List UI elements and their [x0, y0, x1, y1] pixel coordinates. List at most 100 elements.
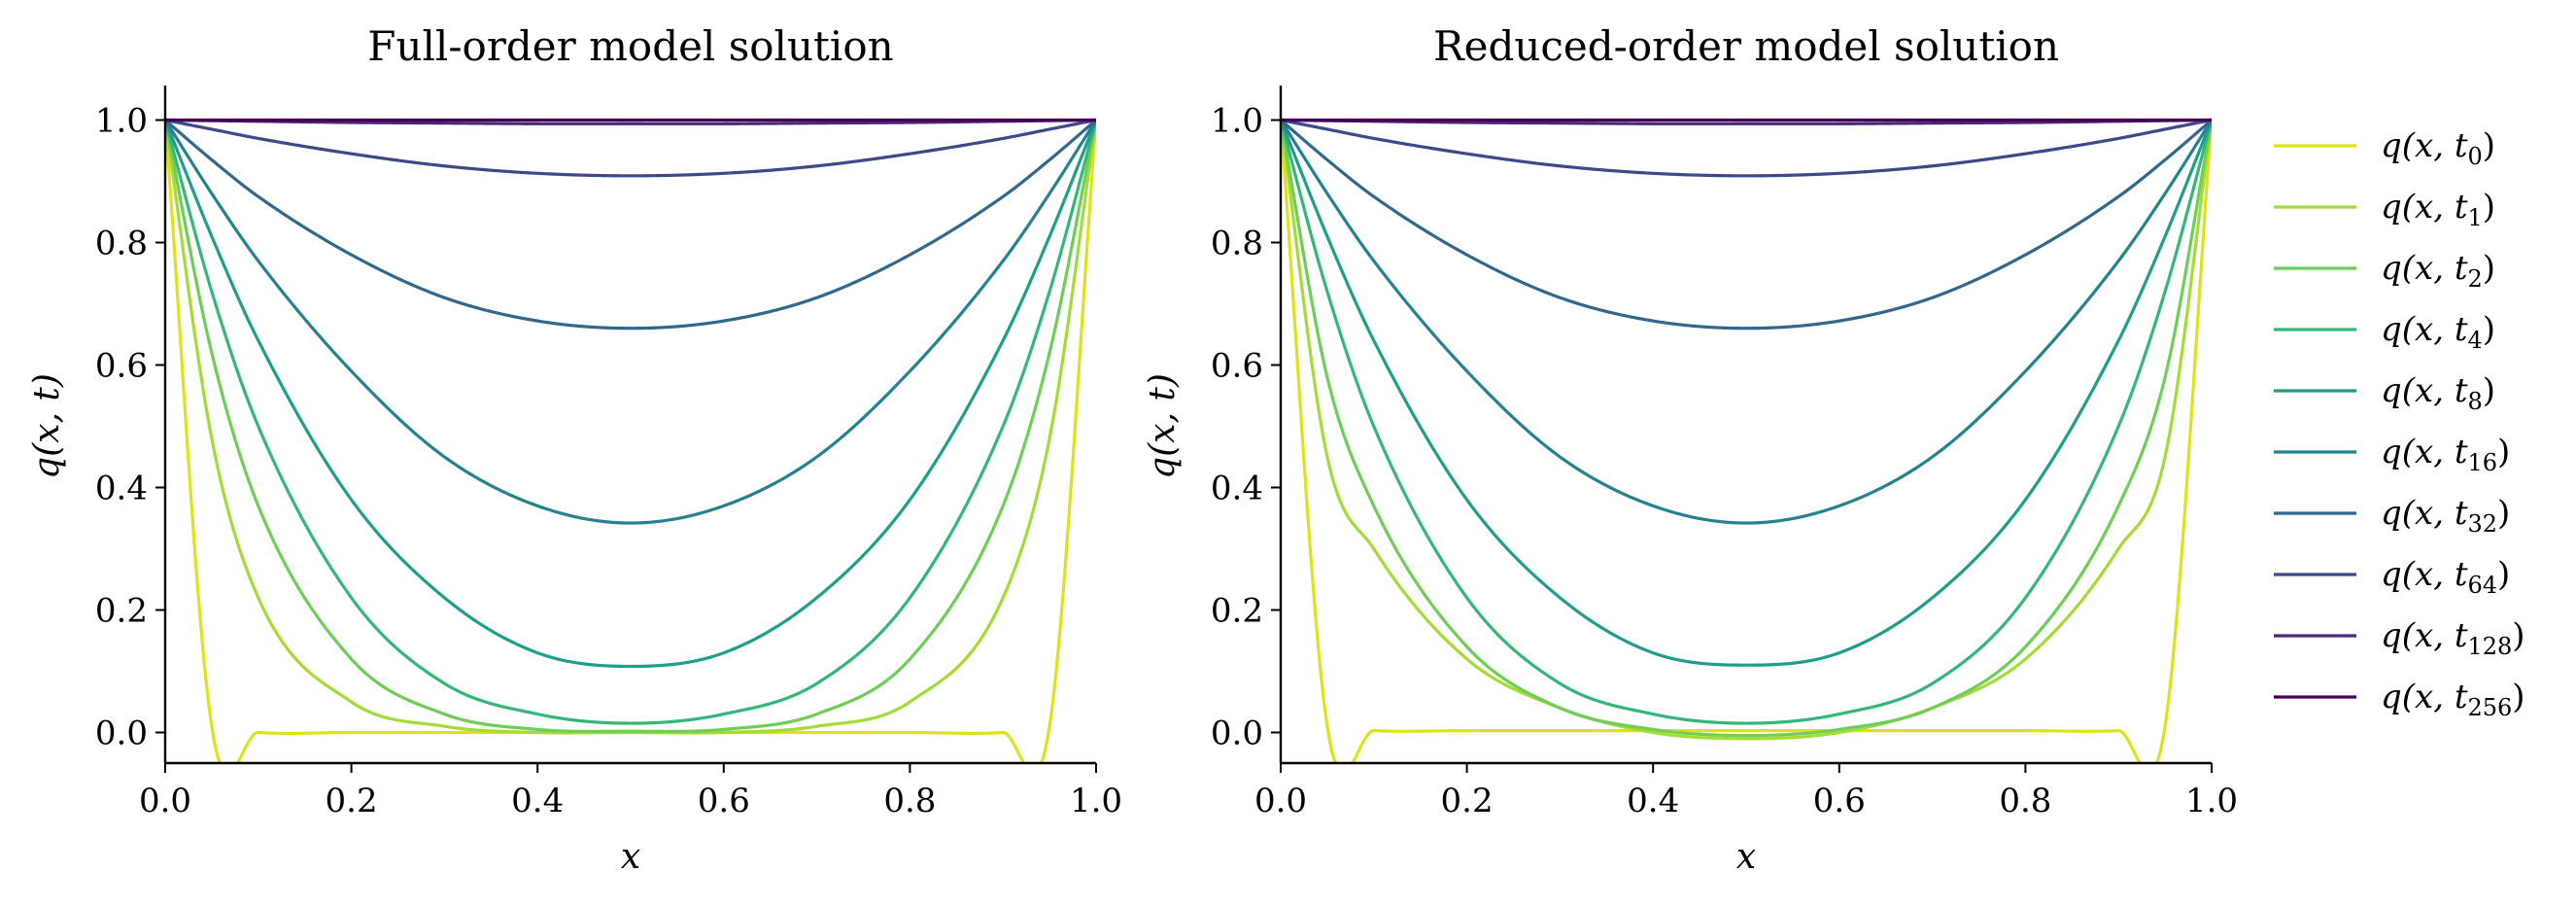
y-tick-label: 1.0: [1211, 102, 1263, 141]
legend-label: q(x, t0): [2381, 126, 2495, 170]
legend-label: q(x, t64): [2381, 555, 2510, 599]
legend-label: q(x, t16): [2381, 433, 2510, 476]
series-line-4: [1281, 119, 2212, 667]
x-tick-label: 1.0: [1070, 782, 1122, 820]
legend-label-base: q(x, t: [2381, 433, 2468, 471]
legend-label-sub: 128: [2467, 633, 2512, 660]
chart-title: Reduced-order model solution: [1433, 22, 2059, 70]
legend-entry: q(x, t64): [2274, 555, 2510, 599]
y-axis-label: q(x, t): [1143, 373, 1183, 479]
legend-entry: q(x, t16): [2274, 433, 2510, 476]
legend-label-base: q(x, t: [2381, 678, 2468, 716]
y-tick-label: 0.8: [95, 225, 148, 263]
panel-full-order: Full-order model solution 0.0 0.2 0.4 0.6 0.8…: [27, 22, 1122, 877]
y-tick-label: 0.4: [95, 470, 148, 508]
x-tick-label: 1.0: [2185, 782, 2238, 820]
series-line-6: [165, 119, 1096, 331]
x-tick-label: 0.8: [1999, 782, 2051, 820]
legend-label-close: ): [2483, 126, 2495, 165]
x-axis-label: x: [1736, 837, 1756, 877]
legend-label: q(x, t256): [2381, 678, 2525, 721]
y-tick-label: 0.2: [1211, 592, 1263, 631]
legend-entry: q(x, t256): [2274, 678, 2525, 721]
series-group: [165, 118, 1096, 763]
legend-label-base: q(x, t: [2381, 494, 2468, 533]
y-tick-label: 0.0: [1211, 714, 1263, 753]
legend-label-sub: 16: [2467, 449, 2497, 476]
legend-label-close: ): [2483, 371, 2495, 410]
legend-label-close: ): [2497, 494, 2510, 533]
chart-title: Full-order model solution: [367, 22, 893, 70]
legend-label-close: ): [2512, 616, 2524, 655]
legend-label-close: ): [2483, 249, 2495, 288]
legend-label-close: ): [2512, 678, 2524, 716]
x-tick-label: 0.2: [326, 782, 378, 820]
series-group: [1281, 118, 2212, 763]
legend-label-close: ): [2483, 310, 2495, 349]
legend-label-sub: 8: [2467, 388, 2482, 415]
x-tick-label: 0.4: [1627, 782, 1679, 820]
legend-label-close: ): [2497, 433, 2510, 471]
series-line-2: [1281, 120, 2212, 738]
y-tick-label: 0.0: [95, 714, 148, 753]
legend-label-sub: 256: [2467, 694, 2512, 721]
x-tick-label: 0.8: [883, 782, 936, 820]
panel-reduced-order: Reduced-order model solution 0.0 0.2 0.4 0.6…: [1143, 22, 2238, 877]
x-tick-label: 0.2: [1441, 782, 1494, 820]
legend-label-sub: 32: [2467, 510, 2497, 538]
legend-label-sub: 64: [2467, 572, 2497, 599]
legend-entry: q(x, t4): [2274, 310, 2495, 354]
legend-label: q(x, t2): [2381, 249, 2495, 293]
legend-entry: q(x, t8): [2274, 371, 2495, 415]
x-tick-label: 0.0: [1254, 782, 1307, 820]
y-tick-label: 1.0: [95, 102, 148, 141]
x-tick-label: 0.6: [1813, 782, 1866, 820]
legend-label-base: q(x, t: [2381, 371, 2468, 410]
x-tick-label: 0.4: [511, 782, 564, 820]
y-axis-label: q(x, t): [27, 373, 67, 479]
series-line-0: [1281, 120, 2212, 763]
series-line-8: [165, 118, 1096, 125]
legend-label: q(x, t8): [2381, 371, 2495, 415]
series-line-5: [165, 119, 1096, 525]
legend-entry: q(x, t2): [2274, 249, 2495, 293]
legend-label-sub: 2: [2467, 265, 2482, 293]
series-line-3: [165, 120, 1096, 725]
x-tick-label: 0.6: [698, 782, 750, 820]
series-line-1: [1281, 120, 2212, 741]
legend-label: q(x, t1): [2381, 188, 2495, 231]
legend-label-sub: 1: [2467, 204, 2482, 231]
series-line-8: [1281, 118, 2212, 125]
y-tick-label: 0.8: [1211, 225, 1263, 263]
legend-label-sub: 4: [2467, 327, 2482, 354]
series-line-7: [165, 118, 1096, 178]
legend-label-base: q(x, t: [2381, 126, 2468, 165]
legend-label-close: ): [2497, 555, 2510, 594]
legend: q(x, t0)q(x, t1)q(x, t2)q(x, t4)q(x, t8)…: [2274, 126, 2525, 721]
legend-label-sub: 0: [2467, 143, 2482, 170]
series-line-2: [165, 120, 1096, 734]
legend-entry: q(x, t128): [2274, 616, 2525, 660]
legend-entry: q(x, t1): [2274, 188, 2495, 231]
series-line-4: [165, 119, 1096, 669]
legend-label-base: q(x, t: [2381, 249, 2468, 288]
series-line-5: [1281, 119, 2212, 525]
series-line-6: [1281, 119, 2212, 331]
legend-label-base: q(x, t: [2381, 555, 2468, 594]
legend-entry: q(x, t0): [2274, 126, 2495, 170]
y-tick-label: 0.6: [95, 347, 148, 386]
legend-label-close: ): [2483, 188, 2495, 226]
legend-entry: q(x, t32): [2274, 494, 2510, 538]
series-line-3: [1281, 120, 2212, 725]
legend-label: q(x, t4): [2381, 310, 2495, 354]
legend-label-base: q(x, t: [2381, 188, 2468, 226]
y-tick-label: 0.4: [1211, 470, 1263, 508]
series-line-0: [165, 120, 1096, 763]
legend-label: q(x, t32): [2381, 494, 2510, 538]
series-line-7: [1281, 118, 2212, 178]
y-tick-label: 0.6: [1211, 347, 1263, 386]
x-tick-label: 0.0: [139, 782, 191, 820]
legend-label-base: q(x, t: [2381, 310, 2468, 349]
y-tick-label: 0.2: [95, 592, 148, 631]
